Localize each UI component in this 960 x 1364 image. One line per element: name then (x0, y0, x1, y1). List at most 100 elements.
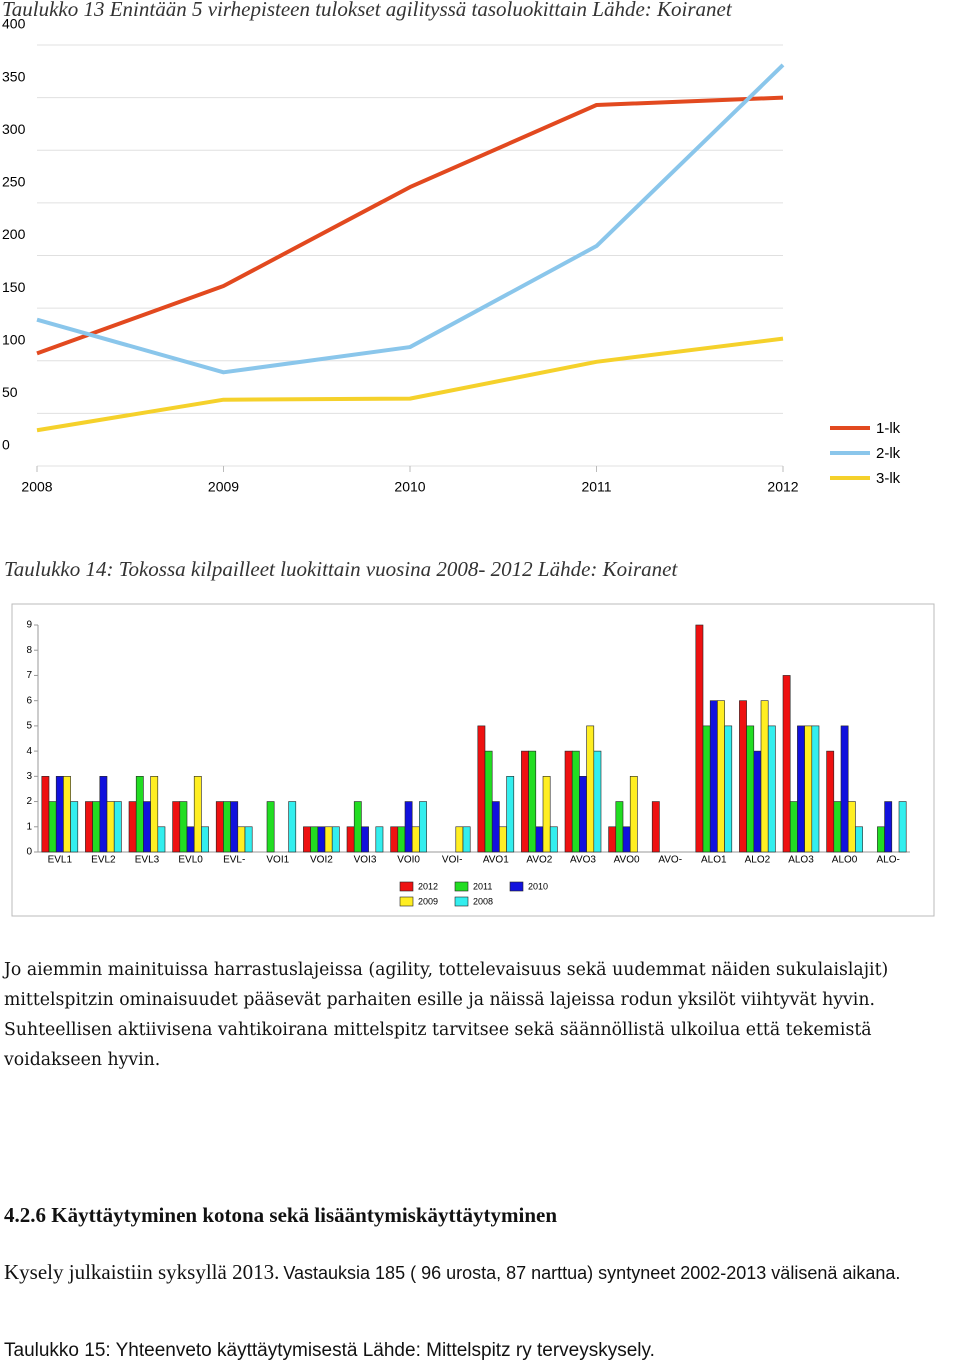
bar (55, 776, 64, 853)
bar (128, 801, 137, 853)
bar (709, 700, 718, 853)
x-tick-label: 2011 (581, 479, 611, 495)
bar (193, 776, 202, 853)
y-tick-label: 1 (26, 821, 32, 832)
survey-text-1: Kysely julkaistiin syksyllä 2013. (4, 1260, 280, 1284)
bar (506, 776, 515, 853)
y-tick-label: 7 (26, 670, 32, 681)
bar (266, 801, 275, 853)
bar (99, 776, 108, 853)
charts: Taulukko 13 Enintään 5 virhepisteen tulo… (2, 0, 935, 917)
y-tick-label: 350 (2, 68, 26, 84)
bar (317, 826, 326, 853)
bar (92, 801, 101, 853)
x-tick-label: 2010 (394, 479, 425, 495)
y-tick-label: 4 (26, 746, 32, 757)
paragraph: Jo aiemmin mainituissa harrastuslajeissa… (4, 960, 889, 1070)
bar (789, 801, 798, 853)
y-tick-label: 250 (2, 174, 26, 190)
legend-label: 3-lk (876, 470, 901, 487)
bar (223, 801, 231, 853)
bar (535, 826, 544, 853)
y-tick-label: 200 (2, 226, 26, 242)
bar (782, 675, 791, 853)
bar (855, 826, 863, 853)
bar (804, 725, 813, 853)
legend-swatch (399, 881, 414, 892)
bar (571, 750, 580, 853)
bar (884, 801, 893, 853)
bar (760, 700, 769, 853)
x-tick-label: EVL- (223, 855, 245, 866)
bar (455, 826, 464, 853)
bar (346, 826, 355, 853)
survey-text: Kysely julkaistiin syksyllä 2013. Vastau… (4, 1258, 944, 1289)
bar (41, 776, 50, 853)
bar (702, 725, 711, 853)
y-tick-label: 100 (2, 331, 26, 347)
bar (549, 826, 558, 853)
legend-label: 2011 (473, 881, 492, 891)
x-tick-label: EVL3 (135, 855, 160, 866)
x-tick-label: EVL1 (48, 855, 73, 866)
bar (615, 801, 624, 853)
bar (521, 750, 529, 853)
y-tick-label: 0 (2, 437, 10, 453)
chart-title: Taulukko 13 Enintään 5 virhepisteen tulo… (2, 0, 733, 21)
bar (542, 776, 551, 853)
bar (593, 750, 602, 853)
bar (797, 725, 805, 853)
bar (840, 725, 849, 853)
y-tick-label: 3 (26, 771, 32, 782)
bar (491, 801, 500, 853)
legend-label: 1-lk (876, 420, 901, 437)
bar (651, 801, 660, 853)
legend-swatch (509, 881, 524, 892)
bar (564, 750, 573, 853)
bar (484, 750, 493, 853)
bar (419, 801, 427, 853)
legend-swatch (454, 896, 469, 907)
x-tick-label: ALO0 (832, 855, 858, 866)
y-tick-label: 400 (2, 16, 26, 32)
bar (622, 826, 631, 853)
bar (397, 826, 406, 853)
bar (477, 725, 486, 853)
x-tick-label: VOI2 (310, 855, 333, 866)
bar (113, 801, 122, 853)
bar (63, 776, 71, 853)
bar (767, 725, 776, 853)
x-tick-label: VOI1 (266, 855, 289, 866)
bar (201, 826, 209, 853)
bar (811, 725, 820, 853)
line-series (36, 95, 784, 356)
y-tick-label: 9 (26, 620, 32, 631)
bar (877, 826, 885, 853)
bar (143, 801, 151, 853)
bar (739, 700, 747, 853)
x-tick-label: ALO2 (745, 855, 771, 866)
x-tick-label: AVO3 (570, 855, 596, 866)
bar (230, 801, 239, 853)
bar (150, 776, 159, 853)
x-tick-label: 2012 (767, 479, 798, 495)
bar (244, 826, 253, 853)
bar (629, 776, 638, 853)
x-tick-label: AVO1 (483, 855, 509, 866)
bar (462, 826, 471, 853)
x-tick-label: VOI0 (397, 855, 420, 866)
bar (847, 801, 856, 853)
legend-label: 2012 (418, 881, 438, 891)
legend-label: 2008 (473, 896, 493, 906)
bar (135, 776, 144, 853)
bar (390, 826, 399, 853)
y-tick-label: 8 (26, 645, 32, 656)
x-tick-label: 2008 (21, 479, 52, 495)
y-tick-label: 150 (2, 279, 26, 295)
x-tick-label: EVL2 (91, 855, 116, 866)
line-series (36, 63, 785, 375)
bar (746, 725, 755, 853)
bar (85, 801, 93, 853)
bar (579, 776, 587, 853)
